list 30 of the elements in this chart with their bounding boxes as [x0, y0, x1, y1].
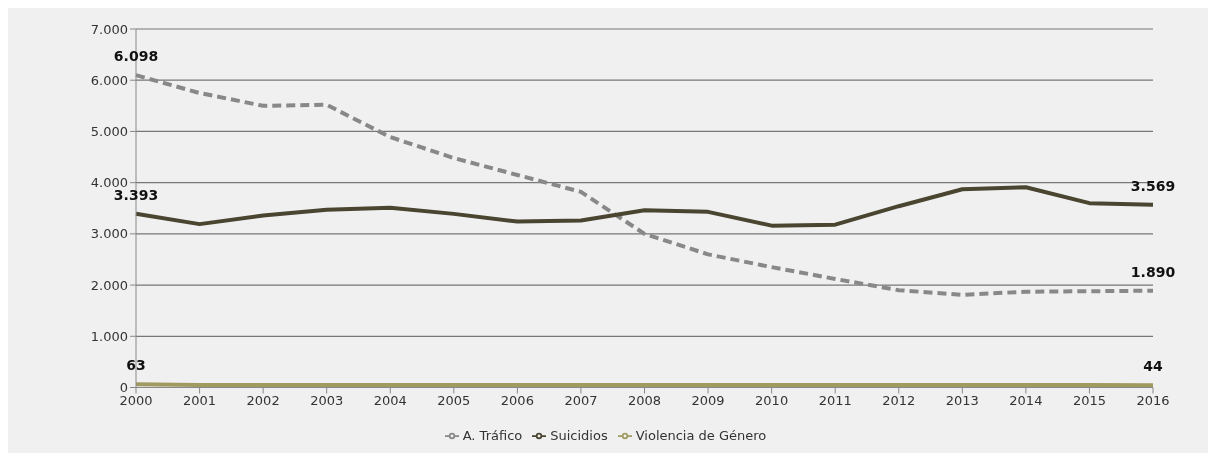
x-tick-label: 2004	[373, 392, 407, 408]
y-tick-label: 1.000	[90, 328, 128, 344]
x-tick-label: 2005	[437, 392, 471, 408]
data-label: 6.098	[113, 48, 159, 65]
data-label: 44	[1143, 358, 1163, 375]
y-tick-label: 7.000	[90, 21, 128, 37]
x-tick-label: 2003	[310, 392, 344, 408]
x-tick-label: 2010	[755, 392, 789, 408]
x-tick-label: 2009	[691, 392, 725, 408]
y-tick-label: 3.000	[90, 226, 128, 242]
data-label: 63	[126, 357, 146, 374]
x-tick-label: 2015	[1072, 392, 1106, 408]
legend-label: Violencia de Género	[635, 427, 767, 443]
x-tick-label: 2001	[183, 392, 217, 408]
x-tick-label: 2008	[627, 392, 662, 408]
y-tick-label: 2.000	[90, 277, 128, 293]
y-tick-label: 5.000	[90, 124, 128, 140]
x-tick-label: 2011	[818, 392, 852, 408]
x-tick-label: 2006	[500, 392, 534, 408]
y-tick-label: 6.000	[90, 72, 128, 88]
legend-label: Suicidios	[550, 427, 608, 443]
x-tick-label: 2014	[1009, 392, 1043, 408]
x-tick-label: 2012	[882, 392, 916, 408]
data-label: 3.569	[1130, 177, 1176, 194]
x-tick-label: 2002	[246, 392, 280, 408]
legend-label: A. Tráfico	[462, 427, 523, 443]
x-tick-label: 2007	[564, 392, 598, 408]
data-label: 1.890	[1130, 263, 1176, 280]
x-tick-label: 2013	[945, 392, 979, 408]
x-tick-label: 2016	[1136, 392, 1170, 408]
